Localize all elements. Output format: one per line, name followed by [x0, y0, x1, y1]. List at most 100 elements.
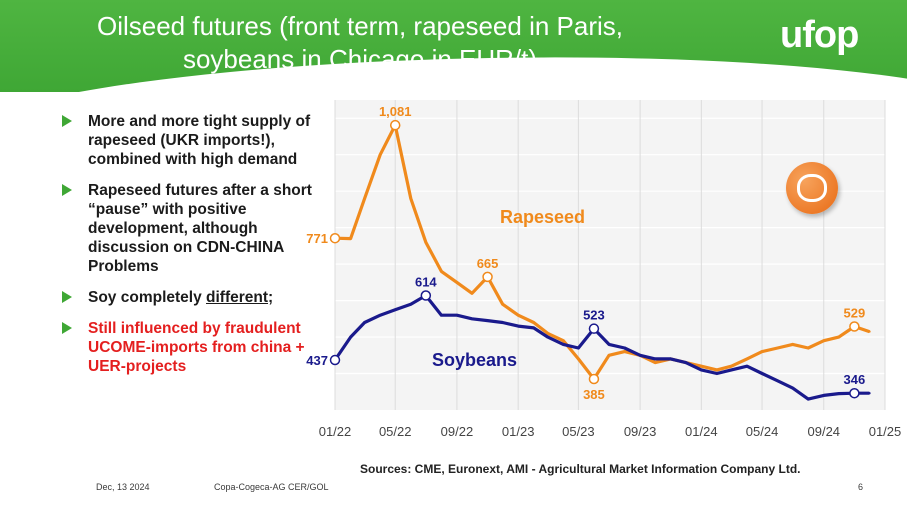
data-point-soybeans	[760, 372, 764, 375]
annotation-marker	[329, 354, 341, 366]
annotation-marker	[482, 271, 493, 283]
data-point-rapeseed	[791, 343, 794, 346]
data-point-rapeseed	[715, 368, 719, 372]
data-point-rapeseed	[562, 339, 565, 342]
annotation-marker	[389, 119, 401, 131]
bullet-item: Rapeseed futures after a short “pause” w…	[62, 181, 342, 276]
data-point-soybeans	[577, 346, 580, 350]
footer-org: Copa-Cogeca-AG CER/GOL	[214, 482, 329, 492]
annotation-marker	[849, 387, 860, 399]
data-point-rapeseed	[455, 281, 459, 284]
header-banner: Oilseed futures (front term, rapeseed in…	[0, 0, 907, 92]
data-label: 523	[583, 308, 605, 323]
series-label-rapeseed: Rapeseed	[500, 207, 585, 227]
data-point-soybeans	[394, 308, 397, 311]
data-point-soybeans	[715, 372, 719, 375]
annotation-marker	[849, 321, 860, 332]
data-label: 614	[415, 274, 437, 289]
data-point-soybeans	[516, 324, 520, 328]
x-tick-label: 05/23	[562, 424, 595, 439]
annotation-marker	[588, 373, 600, 385]
series-label-soybeans: Soybeans	[432, 350, 517, 370]
data-point-rapeseed	[822, 339, 825, 342]
data-point-soybeans	[730, 368, 733, 372]
data-label: 437	[306, 353, 328, 368]
data-point-rapeseed	[424, 241, 428, 244]
data-point-rapeseed	[532, 321, 535, 324]
data-label: 346	[844, 372, 866, 387]
bullet-arrow-icon	[62, 322, 72, 334]
data-point-rapeseed	[501, 303, 504, 306]
data-point-soybeans	[470, 317, 474, 321]
bullet-underlined-text: different	[206, 289, 269, 306]
data-point-soybeans	[501, 321, 504, 324]
data-point-rapeseed	[653, 361, 657, 364]
bullet-item: More and more tight supply of rapeseed (…	[62, 112, 342, 169]
x-tick-label: 01/23	[502, 424, 535, 439]
bullet-list: More and more tight supply of rapeseed (…	[62, 112, 342, 388]
data-point-rapeseed	[409, 197, 412, 200]
data-point-soybeans	[440, 313, 443, 317]
data-point-soybeans	[837, 392, 841, 395]
data-point-rapeseed	[760, 350, 764, 353]
data-point-soybeans	[455, 313, 459, 317]
x-tick-label: 09/23	[624, 424, 657, 439]
footer-date: Dec, 13 2024	[96, 482, 150, 492]
data-point-soybeans	[486, 319, 489, 322]
data-point-soybeans	[807, 397, 810, 401]
data-point-soybeans	[745, 365, 749, 368]
data-point-rapeseed	[470, 292, 474, 295]
data-point-rapeseed	[868, 330, 871, 333]
data-point-rapeseed	[776, 346, 779, 350]
data-label: 771	[306, 231, 328, 246]
data-point-rapeseed	[546, 332, 549, 335]
globe-icon	[786, 162, 838, 214]
data-point-rapeseed	[700, 365, 703, 368]
data-point-soybeans	[349, 335, 352, 339]
data-point-rapeseed	[607, 354, 611, 357]
data-point-rapeseed	[730, 365, 733, 368]
data-point-rapeseed	[363, 197, 366, 200]
data-label: 385	[583, 387, 605, 402]
data-point-soybeans	[868, 392, 871, 395]
bullet-arrow-icon	[62, 291, 72, 303]
data-point-soybeans	[607, 343, 611, 346]
data-point-soybeans	[562, 343, 565, 346]
sources-note: Sources: CME, Euronext, AMI - Agricultur…	[360, 462, 801, 476]
bullet-text: More and more tight supply of rapeseed (…	[88, 113, 311, 168]
page-number: 6	[858, 482, 864, 492]
x-tick-label: 09/24	[808, 424, 841, 439]
data-label: 665	[477, 256, 499, 271]
x-tick-label: 09/22	[441, 424, 474, 439]
data-point-soybeans	[363, 321, 366, 324]
data-point-soybeans	[546, 335, 549, 339]
bullet-arrow-icon	[62, 184, 72, 196]
bullet-text: Rapeseed futures after a short “pause” w…	[88, 182, 312, 275]
data-point-soybeans	[791, 386, 794, 390]
data-point-soybeans	[653, 357, 657, 361]
data-point-soybeans	[669, 357, 672, 361]
data-point-soybeans	[378, 313, 382, 317]
data-point-rapeseed	[577, 357, 580, 361]
bullet-item: Soy completely different;	[62, 288, 342, 307]
data-point-soybeans	[776, 379, 779, 383]
data-point-rapeseed	[349, 237, 352, 240]
data-point-rapeseed	[516, 313, 520, 317]
x-tick-label: 05/22	[379, 424, 412, 439]
data-label: 529	[844, 305, 866, 320]
data-point-rapeseed	[440, 270, 443, 273]
title-line-2: soybeans in Chicago in EUR/t)	[182, 44, 538, 74]
annotation-marker	[420, 290, 432, 301]
x-tick-label: 01/24	[685, 424, 718, 439]
x-tick-label: 01/22	[319, 424, 352, 439]
data-point-rapeseed	[378, 153, 382, 156]
data-label: 1,081	[379, 104, 412, 119]
data-point-rapeseed	[837, 335, 841, 339]
bullet-text-end: ;	[268, 289, 274, 306]
bullet-arrow-icon	[62, 115, 72, 127]
ufop-logo: ufop	[780, 14, 859, 56]
data-point-soybeans	[684, 361, 687, 364]
x-tick-label: 01/25	[869, 424, 902, 439]
